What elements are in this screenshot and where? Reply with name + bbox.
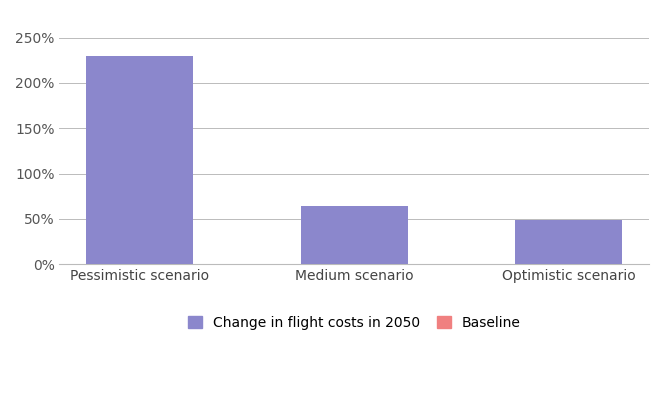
- Bar: [515, 220, 622, 264]
- Bar: [301, 206, 408, 264]
- Bar: [515, 263, 622, 264]
- Text: 230%: 230%: [118, 73, 161, 88]
- Text: 49%: 49%: [552, 234, 586, 249]
- Bar: [86, 263, 193, 264]
- Bar: [301, 263, 408, 264]
- Text: 64%: 64%: [337, 227, 371, 242]
- Legend: Change in flight costs in 2050, Baseline: Change in flight costs in 2050, Baseline: [181, 309, 527, 337]
- Bar: [86, 56, 193, 264]
